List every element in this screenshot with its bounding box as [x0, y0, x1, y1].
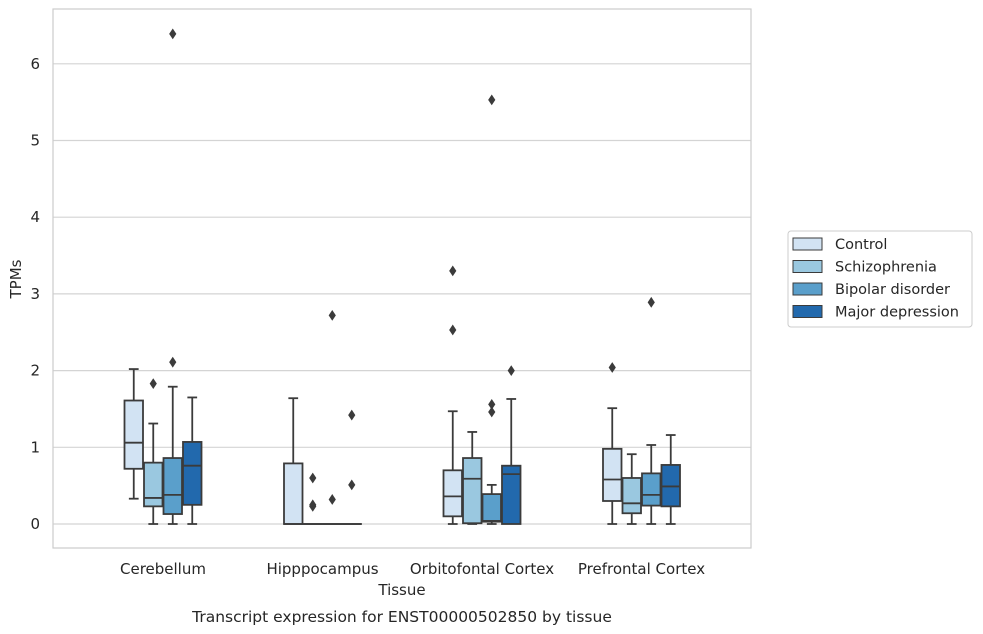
box-0-1	[143, 378, 164, 525]
outlier-0	[169, 356, 177, 368]
box-0-0	[123, 368, 144, 500]
box-1-1	[302, 472, 323, 525]
y-axis-ticks: 0 1 2 3 4 5 6	[30, 55, 40, 533]
box-0-3	[182, 396, 203, 525]
outlier-0	[449, 324, 457, 336]
box-body	[182, 441, 203, 506]
y-tick-label-0: 0	[30, 515, 40, 533]
outlier-0	[507, 365, 515, 376]
box-2-0	[442, 265, 463, 525]
outlier-0	[328, 494, 336, 505]
box-0-2	[162, 28, 183, 525]
legend-item-2: Bipolar disorder	[792, 282, 950, 298]
box-2-3	[501, 365, 522, 525]
y-tick-label-3: 3	[30, 285, 40, 303]
box-1-3	[341, 409, 362, 525]
box-body	[621, 477, 642, 515]
x-tick-label-1: Hipppocampus	[266, 560, 378, 578]
box-2-2	[481, 94, 502, 525]
box-body	[123, 399, 144, 470]
outlier-0	[348, 479, 356, 491]
outlier-1	[488, 398, 496, 410]
outlier-1	[449, 265, 457, 277]
gridlines	[53, 63, 751, 525]
legend-label: Schizophrenia	[835, 260, 937, 276]
x-tick-label-0: Cerebellum	[120, 560, 206, 578]
x-tick-label-3: Prefrontal Cortex	[578, 560, 705, 578]
box-1-2	[322, 309, 343, 525]
box-2-1	[462, 431, 483, 525]
box-body	[442, 469, 463, 518]
y-tick-label-4: 4	[30, 208, 40, 226]
chart-caption: Transcript expression for ENST0000050285…	[191, 608, 612, 626]
x-axis-ticks: Cerebellum Hipppocampus Orbitofontal Corte…	[120, 560, 705, 578]
outlier-0	[608, 362, 616, 373]
box-body	[481, 493, 502, 523]
x-tick-label-2: Orbitofontal Cortex	[410, 560, 554, 578]
legend-item-3: Major depression	[792, 305, 959, 321]
box-body	[501, 464, 522, 525]
legend-item-0: Control	[792, 237, 887, 253]
box-body	[283, 462, 304, 525]
box-body	[143, 461, 164, 508]
outlier-0	[149, 378, 157, 390]
outlier-0	[488, 406, 496, 418]
legend-frame	[787, 230, 973, 328]
boxes	[123, 28, 681, 525]
box-3-2	[641, 296, 662, 525]
legend-swatch	[792, 282, 823, 296]
outlier-2	[488, 94, 496, 106]
legend-label: Bipolar disorder	[835, 282, 950, 298]
legend: Control Schizophrenia Bipolar disorder Majo…	[787, 230, 973, 328]
y-tick-label-6: 6	[30, 55, 40, 73]
legend-label: Major depression	[835, 305, 959, 321]
x-axis-label: Tissue	[377, 581, 425, 599]
outlier-1	[169, 28, 177, 40]
box-3-1	[621, 453, 642, 525]
box-body	[462, 457, 483, 525]
outlier-0	[309, 472, 317, 484]
legend-swatch	[792, 237, 823, 251]
y-tick-label-1: 1	[30, 438, 40, 456]
box-body	[641, 472, 662, 507]
plot-frame	[52, 8, 752, 549]
legend-swatch	[792, 260, 823, 273]
outlier-0	[647, 296, 655, 308]
legend-label: Control	[835, 237, 887, 253]
outlier-1	[348, 409, 356, 421]
box-1-0	[283, 397, 304, 525]
y-tick-label-5: 5	[30, 132, 40, 150]
legend-swatch	[792, 305, 823, 318]
outlier-1	[328, 309, 336, 321]
y-axis-label: TPMs	[7, 259, 25, 299]
box-3-0	[602, 362, 623, 525]
y-tick-label-2: 2	[30, 362, 40, 380]
outlier-2	[309, 500, 317, 512]
box-body	[602, 447, 623, 502]
box-body	[162, 457, 183, 515]
box-3-3	[660, 434, 681, 525]
legend-item-1: Schizophrenia	[792, 260, 937, 276]
